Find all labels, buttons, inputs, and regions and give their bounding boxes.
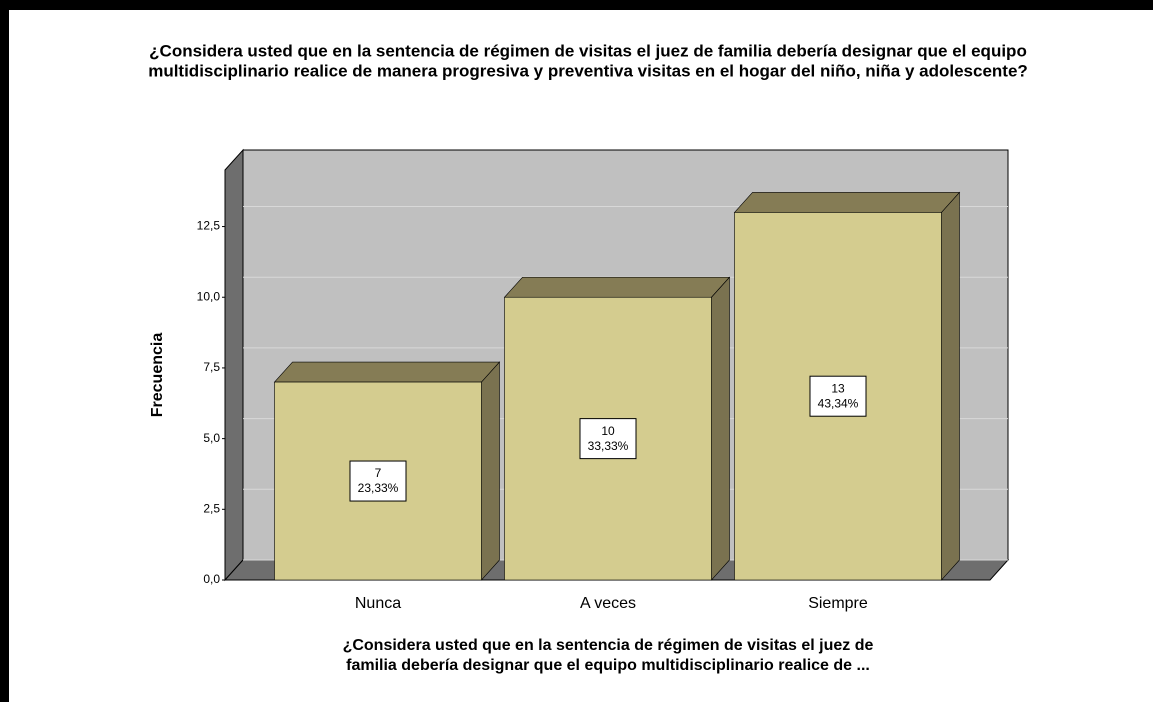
left-wall xyxy=(224,148,244,582)
percent-label: 33,33% xyxy=(588,439,629,453)
x-tick-label: A veces xyxy=(580,595,636,612)
chart-title: ¿Considera usted que en la sentencia de … xyxy=(149,41,1027,60)
bar-side xyxy=(481,361,500,581)
chart-title: multidisciplinario realice de manera pro… xyxy=(148,61,1028,80)
y-tick-label: 12,5 xyxy=(197,219,221,233)
count-label: 7 xyxy=(375,466,382,480)
count-label: 10 xyxy=(601,424,615,438)
y-tick-label: 10,0 xyxy=(197,289,221,303)
percent-label: 43,34% xyxy=(818,396,859,410)
y-tick-label: 0,0 xyxy=(203,572,220,586)
frame-left xyxy=(0,0,9,702)
label-box xyxy=(579,418,637,460)
label-box xyxy=(809,375,867,417)
y-axis-title: Frecuencia xyxy=(149,333,166,418)
x-tick-label: Siempre xyxy=(808,595,868,612)
y-tick-label: 7,5 xyxy=(203,360,220,374)
label-box xyxy=(349,460,407,502)
frame-top xyxy=(0,0,1153,10)
bar-side xyxy=(711,276,730,581)
percent-label: 23,33% xyxy=(358,481,399,495)
count-label: 13 xyxy=(831,381,845,395)
x-axis-title: familia debería designar que el equipo m… xyxy=(346,657,870,674)
bar-top xyxy=(733,192,961,213)
bar-top xyxy=(273,361,501,383)
x-tick-label: Nunca xyxy=(355,595,401,612)
bar-side xyxy=(941,191,960,581)
bar-top xyxy=(503,276,731,298)
x-axis-title: ¿Considera usted que en la sentencia de … xyxy=(343,637,874,654)
y-tick-label: 2,5 xyxy=(203,501,220,515)
y-tick-label: 5,0 xyxy=(203,431,220,445)
